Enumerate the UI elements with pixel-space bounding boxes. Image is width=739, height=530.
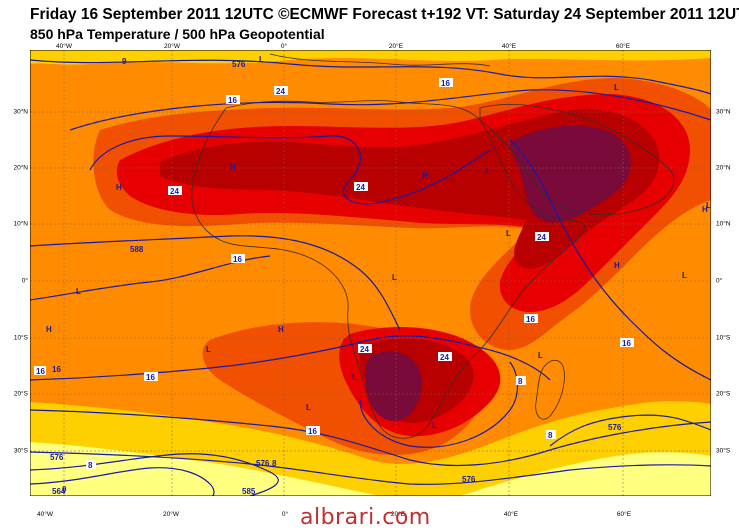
contour-label: 24	[537, 233, 546, 242]
contour-label: 16	[146, 373, 155, 382]
lon-tick-top-40w: 40°W	[56, 43, 72, 50]
low-pressure-mark: L	[506, 229, 511, 238]
lon-tick-top-60e: 60°E	[615, 43, 631, 50]
band-mild-north	[30, 50, 711, 65]
contour-label: 8	[548, 431, 553, 440]
contour-label: 24	[356, 183, 365, 192]
contour-label: 8	[518, 377, 523, 386]
high-pressure-mark: H	[702, 205, 708, 214]
contour-label: 16	[233, 255, 242, 264]
high-pressure-mark: H	[278, 325, 284, 334]
contour-label: 24	[276, 87, 285, 96]
contour-label: 564	[52, 487, 66, 496]
contour-label: L	[259, 55, 264, 64]
contour-label: 16	[36, 367, 45, 376]
low-pressure-mark: L	[76, 287, 81, 296]
contour-label: 16	[52, 365, 61, 374]
high-pressure-mark: H	[230, 163, 236, 172]
lon-tick-bottom-20e: 20°E	[390, 511, 406, 518]
lon-tick-top-20e: 20°E	[388, 43, 404, 50]
contour-label: 16	[228, 96, 237, 105]
site-watermark: albrari.com	[300, 505, 431, 530]
high-pressure-mark: H	[614, 261, 620, 270]
contour-label: 0	[62, 485, 67, 494]
lat-tick-right-20s: 20°S	[716, 390, 731, 398]
lon-tick-bottom-20w: 20°W	[163, 511, 179, 518]
forecast-map: 9 576 L 24 16 16 24 24 588 16 24 16 16 2…	[30, 50, 711, 496]
lon-tick-top-20w: 20°W	[164, 43, 180, 50]
lon-tick-bottom-0: 0°	[281, 511, 289, 518]
band-max-south	[364, 351, 422, 421]
chart-title: Friday 16 September 2011 12UTC ©ECMWF Fo…	[30, 6, 739, 23]
lat-tick-right-10s: 10°S	[716, 334, 731, 342]
contour-label: 9	[122, 57, 127, 66]
contour-label: 585	[242, 487, 256, 496]
chart-subtitle: 850 hPa Temperature / 500 hPa Geopotenti…	[30, 26, 325, 42]
contour-label: 8	[88, 461, 93, 470]
lon-tick-bottom-40e: 40°E	[503, 511, 519, 518]
lat-tick-right-30s: 30°S	[716, 447, 731, 455]
contour-label: 16	[622, 339, 631, 348]
low-pressure-mark: L	[306, 403, 311, 412]
lat-tick-right-0: 0°	[716, 277, 723, 285]
lat-tick-right-10n: 10°N	[716, 220, 731, 228]
lat-tick-left-0: 0°	[21, 277, 28, 285]
lon-tick-bottom-40w: 40°W	[37, 511, 53, 518]
band-max-north	[509, 125, 631, 223]
lat-tick-left-10n: 10°N	[13, 220, 28, 228]
geopotential-contours	[30, 59, 711, 496]
low-pressure-mark: L	[352, 373, 357, 382]
low-pressure-mark: L	[614, 83, 619, 92]
high-pressure-mark: H	[46, 325, 52, 334]
contour-label: 576	[608, 423, 622, 432]
contour-label: 24	[170, 187, 179, 196]
contour-label: 16	[441, 79, 450, 88]
low-pressure-mark: L	[538, 351, 543, 360]
low-pressure-mark: L	[486, 167, 491, 176]
band-cool-south	[30, 442, 711, 496]
low-pressure-mark: L	[706, 201, 711, 210]
madagascar-coastline	[535, 359, 565, 420]
lat-lon-grid	[30, 50, 711, 496]
coastlines	[191, 53, 675, 439]
lat-tick-right-30n: 30°N	[716, 108, 731, 116]
contour-label: 8	[272, 459, 277, 468]
contour-label: 588	[130, 245, 144, 254]
europe-coastline	[269, 53, 491, 67]
contour-label: 576	[462, 475, 476, 484]
low-pressure-mark: L	[392, 273, 397, 282]
pressure-centres: H H H H H H H H L L L L L L L L L L L L	[46, 83, 711, 430]
lat-tick-left-30s: 30°S	[13, 447, 28, 455]
lat-tick-left-20n: 20°N	[13, 164, 28, 172]
lon-tick-bottom-60e: 60°E	[616, 511, 632, 518]
low-pressure-mark: L	[206, 345, 211, 354]
contour-label: 24	[360, 345, 369, 354]
lat-tick-left-30n: 30°N	[13, 108, 28, 116]
contour-label: 576	[232, 60, 246, 69]
contour-label: 576	[50, 453, 64, 462]
africa-coastline	[191, 100, 586, 439]
arabia-coastline	[479, 104, 675, 216]
high-pressure-mark: H	[422, 171, 428, 180]
contour-label: 576	[256, 459, 270, 468]
lat-tick-left-10s: 10°S	[13, 334, 28, 342]
low-pressure-mark: L	[682, 271, 687, 280]
contour-label: 16	[526, 315, 535, 324]
high-pressure-mark: H	[116, 183, 122, 192]
lon-tick-top-0: 0°	[280, 43, 288, 50]
contour-labels: 9 576 L 24 16 16 24 24 588 16 24 16 16 2…	[34, 55, 634, 496]
contour-label: 16	[308, 427, 317, 436]
lat-tick-left-20s: 20°S	[13, 390, 28, 398]
contour-label: 24	[440, 353, 449, 362]
lat-tick-right-20n: 20°N	[716, 164, 731, 172]
lon-tick-top-40e: 40°E	[501, 43, 517, 50]
low-pressure-mark: L	[432, 421, 437, 430]
